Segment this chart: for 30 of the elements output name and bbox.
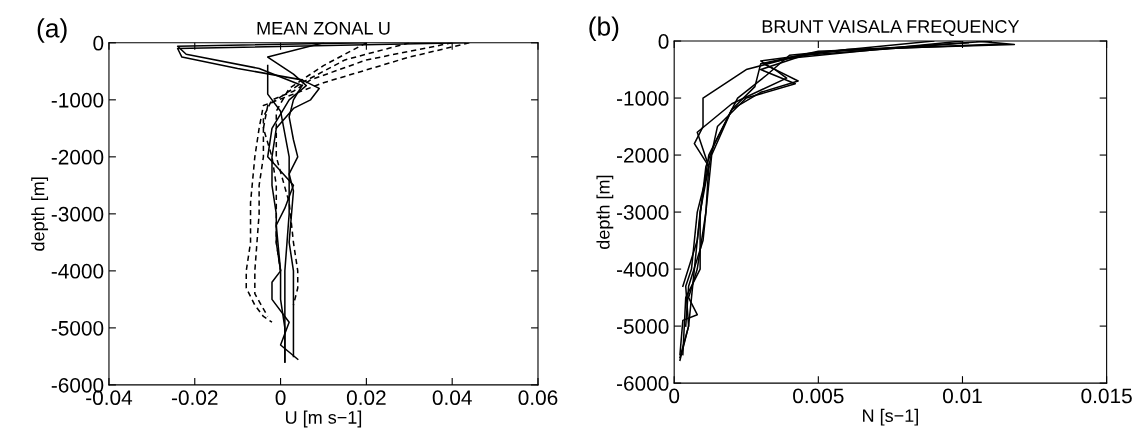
y-tick-label: -4000 xyxy=(51,263,104,279)
y-tick-label: -6000 xyxy=(616,376,669,391)
y-tick-label: -3000 xyxy=(51,206,104,222)
x-tick-label: 0.015 xyxy=(1081,388,1132,404)
text: (a) xyxy=(37,18,67,43)
x-tick-label: 0.005 xyxy=(793,388,844,404)
chart-title: BRUNT VAISALA FREQUENCY xyxy=(762,20,1020,37)
y-tick-label: 0 xyxy=(658,34,669,49)
y-tick-label: -3000 xyxy=(616,205,669,220)
y-axis-title: depth [m] xyxy=(596,175,614,249)
x-tick-label: 0.04 xyxy=(432,390,472,406)
chart-title: MEAN ZONAL U xyxy=(257,21,390,35)
y-tick-label: -5000 xyxy=(51,320,104,336)
y-tick-label: -5000 xyxy=(616,319,669,334)
x-tick-label: 0 xyxy=(275,390,286,406)
x-tick-label: 0.02 xyxy=(346,390,386,406)
x-tick-label: 0.06 xyxy=(518,390,558,406)
y-tick-label: -1000 xyxy=(51,92,104,108)
y-axis-title: depth [m] xyxy=(31,177,49,251)
text: (b) xyxy=(589,16,619,42)
x-tick-label: 0 xyxy=(669,388,680,404)
y-tick-label: -2000 xyxy=(616,148,669,163)
x-tick-label: -0.02 xyxy=(171,390,218,406)
y-tick-label: -2000 xyxy=(51,149,104,165)
y-tick-label: 0 xyxy=(93,35,104,51)
y-tick-label: -4000 xyxy=(616,262,669,277)
y-tick-label: -1000 xyxy=(616,91,669,106)
x-axis-title: N [s−1] xyxy=(863,408,918,426)
x-axis-title: U [m s−1] xyxy=(285,410,362,428)
x-tick-label: 0.01 xyxy=(943,388,982,404)
